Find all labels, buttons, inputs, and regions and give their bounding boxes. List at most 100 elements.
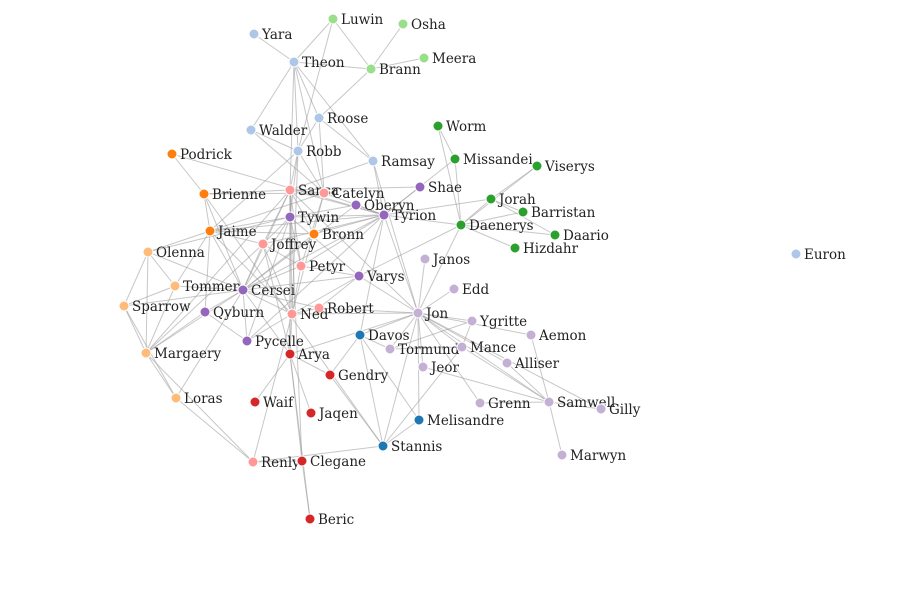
node-dot[interactable] bbox=[166, 148, 178, 160]
node-dot[interactable] bbox=[456, 341, 468, 353]
node-luwin[interactable]: Luwin bbox=[327, 12, 384, 28]
node-dot[interactable] bbox=[288, 56, 300, 68]
node-dot[interactable] bbox=[354, 329, 366, 341]
node-ygritte[interactable]: Ygritte bbox=[466, 314, 527, 330]
node-dot[interactable] bbox=[284, 184, 296, 196]
node-brienne[interactable]: Brienne bbox=[198, 187, 266, 203]
node-dot[interactable] bbox=[350, 199, 362, 211]
node-melisandre[interactable]: Melisandre bbox=[413, 413, 504, 429]
node-dot[interactable] bbox=[556, 449, 568, 461]
node-ned[interactable]: Ned bbox=[286, 307, 329, 323]
node-joffrey[interactable]: Joffrey bbox=[257, 237, 317, 253]
node-dot[interactable] bbox=[118, 300, 130, 312]
node-dot[interactable] bbox=[292, 145, 304, 157]
node-jeor[interactable]: Jeor bbox=[417, 360, 460, 376]
node-dot[interactable] bbox=[449, 153, 461, 165]
node-dot[interactable] bbox=[549, 229, 561, 241]
node-dot[interactable] bbox=[313, 302, 325, 314]
node-dot[interactable] bbox=[140, 347, 152, 359]
node-dot[interactable] bbox=[305, 407, 317, 419]
node-missandei[interactable]: Missandei bbox=[449, 152, 533, 168]
node-janos[interactable]: Janos bbox=[419, 252, 470, 268]
node-dot[interactable] bbox=[419, 253, 431, 265]
node-dot[interactable] bbox=[284, 348, 296, 360]
node-dot[interactable] bbox=[365, 63, 377, 75]
node-roose[interactable]: Roose bbox=[313, 111, 368, 127]
node-dot[interactable] bbox=[327, 13, 339, 25]
node-walder[interactable]: Walder bbox=[245, 123, 308, 139]
node-robb[interactable]: Robb bbox=[292, 144, 342, 160]
node-marwyn[interactable]: Marwyn bbox=[556, 448, 627, 464]
node-beric[interactable]: Beric bbox=[304, 512, 354, 528]
node-ramsay[interactable]: Ramsay bbox=[367, 154, 435, 170]
node-dot[interactable] bbox=[353, 270, 365, 282]
node-dot[interactable] bbox=[367, 155, 379, 167]
node-daario[interactable]: Daario bbox=[549, 228, 609, 244]
node-alliser[interactable]: Alliser bbox=[501, 356, 560, 372]
node-dot[interactable] bbox=[295, 260, 307, 272]
node-dot[interactable] bbox=[474, 397, 486, 409]
node-euron[interactable]: Euron bbox=[790, 247, 846, 263]
node-stannis[interactable]: Stannis bbox=[377, 439, 442, 455]
node-dot[interactable] bbox=[257, 238, 269, 250]
node-robert[interactable]: Robert bbox=[313, 301, 374, 317]
node-dot[interactable] bbox=[595, 403, 607, 415]
node-catelyn[interactable]: Catelyn bbox=[318, 186, 385, 202]
node-podrick[interactable]: Podrick bbox=[166, 147, 233, 163]
node-dot[interactable] bbox=[455, 219, 467, 231]
node-tommen[interactable]: Tommen bbox=[169, 279, 242, 295]
node-dot[interactable] bbox=[286, 308, 298, 320]
node-pycelle[interactable]: Pycelle bbox=[241, 334, 304, 350]
node-worm[interactable]: Worm bbox=[432, 119, 487, 135]
node-dot[interactable] bbox=[296, 455, 308, 467]
node-dot[interactable] bbox=[509, 242, 521, 254]
node-brann[interactable]: Brann bbox=[365, 62, 421, 78]
node-osha[interactable]: Osha bbox=[397, 17, 446, 33]
node-dot[interactable] bbox=[525, 329, 537, 341]
node-dot[interactable] bbox=[142, 246, 154, 258]
node-dot[interactable] bbox=[198, 188, 210, 200]
node-clegane[interactable]: Clegane bbox=[296, 454, 366, 470]
node-barristan[interactable]: Barristan bbox=[517, 205, 596, 221]
node-arya[interactable]: Arya bbox=[284, 347, 330, 363]
node-qyburn[interactable]: Qyburn bbox=[199, 305, 264, 321]
node-dot[interactable] bbox=[501, 357, 513, 369]
node-theon[interactable]: Theon bbox=[288, 55, 345, 71]
node-hizdahr[interactable]: Hizdahr bbox=[509, 241, 579, 257]
node-dot[interactable] bbox=[413, 414, 425, 426]
node-grenn[interactable]: Grenn bbox=[474, 396, 531, 412]
node-tywin[interactable]: Tywin bbox=[284, 210, 340, 226]
node-mance[interactable]: Mance bbox=[456, 340, 516, 356]
node-dot[interactable] bbox=[543, 396, 555, 408]
node-dot[interactable] bbox=[448, 283, 460, 295]
node-dot[interactable] bbox=[313, 112, 325, 124]
node-dot[interactable] bbox=[249, 396, 261, 408]
node-dot[interactable] bbox=[378, 209, 390, 221]
node-dot[interactable] bbox=[247, 456, 259, 468]
node-olenna[interactable]: Olenna bbox=[142, 245, 205, 261]
node-gilly[interactable]: Gilly bbox=[595, 402, 641, 418]
node-dot[interactable] bbox=[284, 211, 296, 223]
node-jon[interactable]: Jon bbox=[412, 306, 449, 322]
node-dot[interactable] bbox=[466, 315, 478, 327]
node-margaery[interactable]: Margaery bbox=[140, 346, 221, 362]
node-viserys[interactable]: Viserys bbox=[531, 159, 595, 175]
node-bronn[interactable]: Bronn bbox=[308, 227, 364, 243]
node-oberyn[interactable]: Oberyn bbox=[350, 198, 415, 214]
node-dot[interactable] bbox=[485, 193, 497, 205]
node-dot[interactable] bbox=[318, 187, 330, 199]
node-dot[interactable] bbox=[204, 225, 216, 237]
node-shae[interactable]: Shae bbox=[414, 180, 462, 196]
node-dot[interactable] bbox=[169, 280, 181, 292]
node-dot[interactable] bbox=[417, 361, 429, 373]
node-jaime[interactable]: Jaime bbox=[204, 224, 257, 240]
node-dot[interactable] bbox=[248, 28, 260, 40]
node-renly[interactable]: Renly bbox=[247, 455, 300, 471]
node-loras[interactable]: Loras bbox=[170, 391, 223, 407]
node-dot[interactable] bbox=[237, 284, 249, 296]
node-waif[interactable]: Waif bbox=[249, 395, 294, 411]
node-dot[interactable] bbox=[324, 369, 336, 381]
node-aemon[interactable]: Aemon bbox=[525, 328, 587, 344]
node-dot[interactable] bbox=[418, 52, 430, 64]
node-dot[interactable] bbox=[308, 228, 320, 240]
